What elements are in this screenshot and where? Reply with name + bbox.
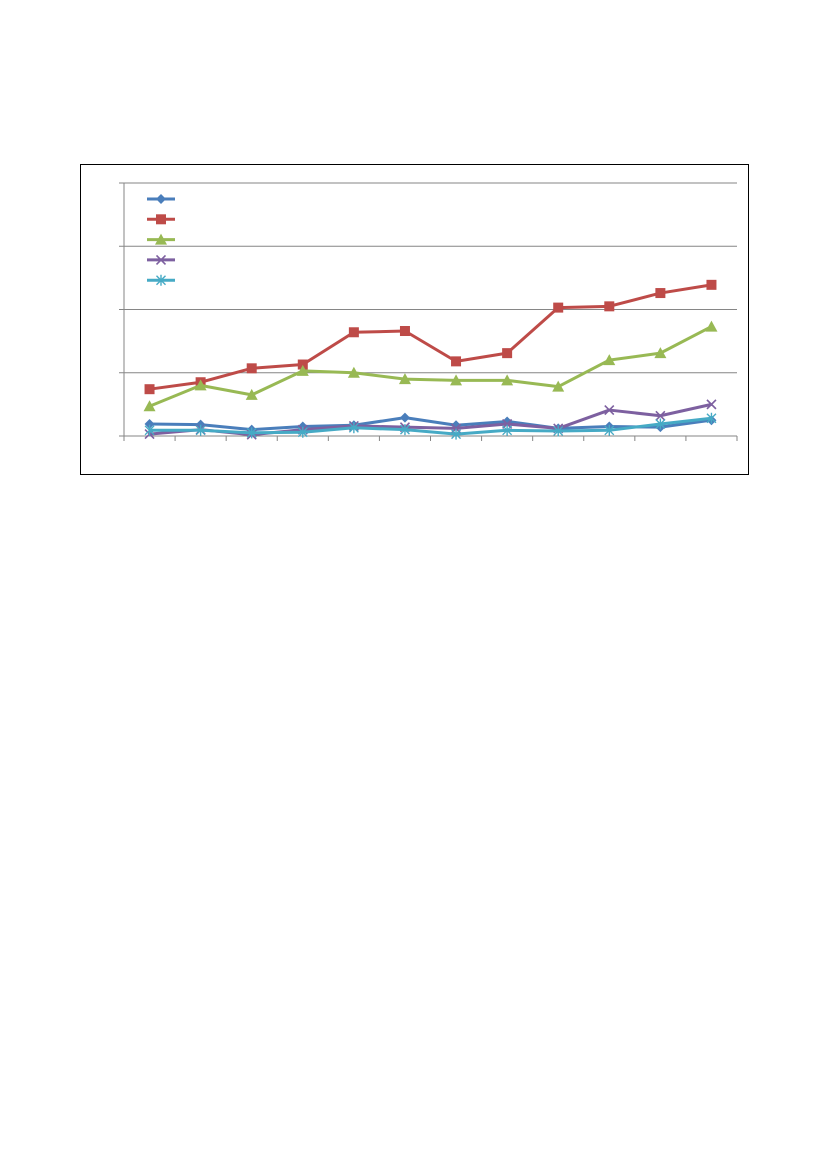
series-5-point [604, 424, 615, 436]
series-4-point [706, 399, 717, 410]
series-5-point [655, 418, 666, 430]
legend-marker-2 [156, 214, 166, 225]
series-5-point [297, 426, 308, 438]
series-2-point [246, 363, 257, 374]
series-2-point [553, 302, 564, 313]
series-3-point [705, 320, 718, 332]
series-3-point [245, 388, 258, 400]
series-5-point [502, 424, 513, 436]
series-3-point [398, 373, 411, 385]
series-2-point [604, 301, 615, 312]
series-4-point [604, 405, 615, 416]
series-2-point [348, 327, 359, 338]
series-4-point [655, 410, 666, 421]
chart-area [80, 164, 749, 475]
series-3-point [143, 400, 156, 412]
series-5-line [149, 416, 712, 436]
series-5-point [195, 424, 206, 436]
series-5-point [246, 427, 257, 439]
series-2-point [706, 279, 717, 290]
legend-marker-3 [155, 233, 167, 245]
series-2-point [655, 288, 666, 299]
series-5-point [144, 424, 155, 436]
series-3-point [654, 347, 667, 359]
line-chart [119, 182, 738, 441]
legend-marker-1 [156, 194, 166, 204]
legend-marker-4 [155, 254, 167, 265]
series-3-point [450, 374, 463, 386]
series-5-point [553, 425, 564, 437]
series-1-line [149, 416, 712, 432]
series-1-point [144, 418, 155, 429]
series-3-point [296, 364, 309, 376]
series-2-point [451, 356, 462, 367]
series-2-point [144, 384, 155, 395]
legend-marker-5 [156, 274, 166, 286]
series-5-point [706, 412, 717, 424]
series-2-point [297, 359, 308, 370]
series-2-point [399, 326, 410, 337]
series-5-point [348, 422, 359, 434]
series-3-point [347, 366, 360, 378]
series-5-point [451, 428, 462, 440]
series-3-point [194, 379, 207, 391]
series-5-point [399, 424, 410, 436]
series-3-point [552, 380, 565, 392]
series-2-line [149, 283, 712, 391]
series-3-line [148, 325, 713, 408]
series-1-point [399, 412, 410, 423]
series-3-point [501, 374, 514, 386]
series-3-point [603, 354, 616, 366]
series-2-point [502, 348, 513, 359]
series-4-line [149, 402, 712, 437]
